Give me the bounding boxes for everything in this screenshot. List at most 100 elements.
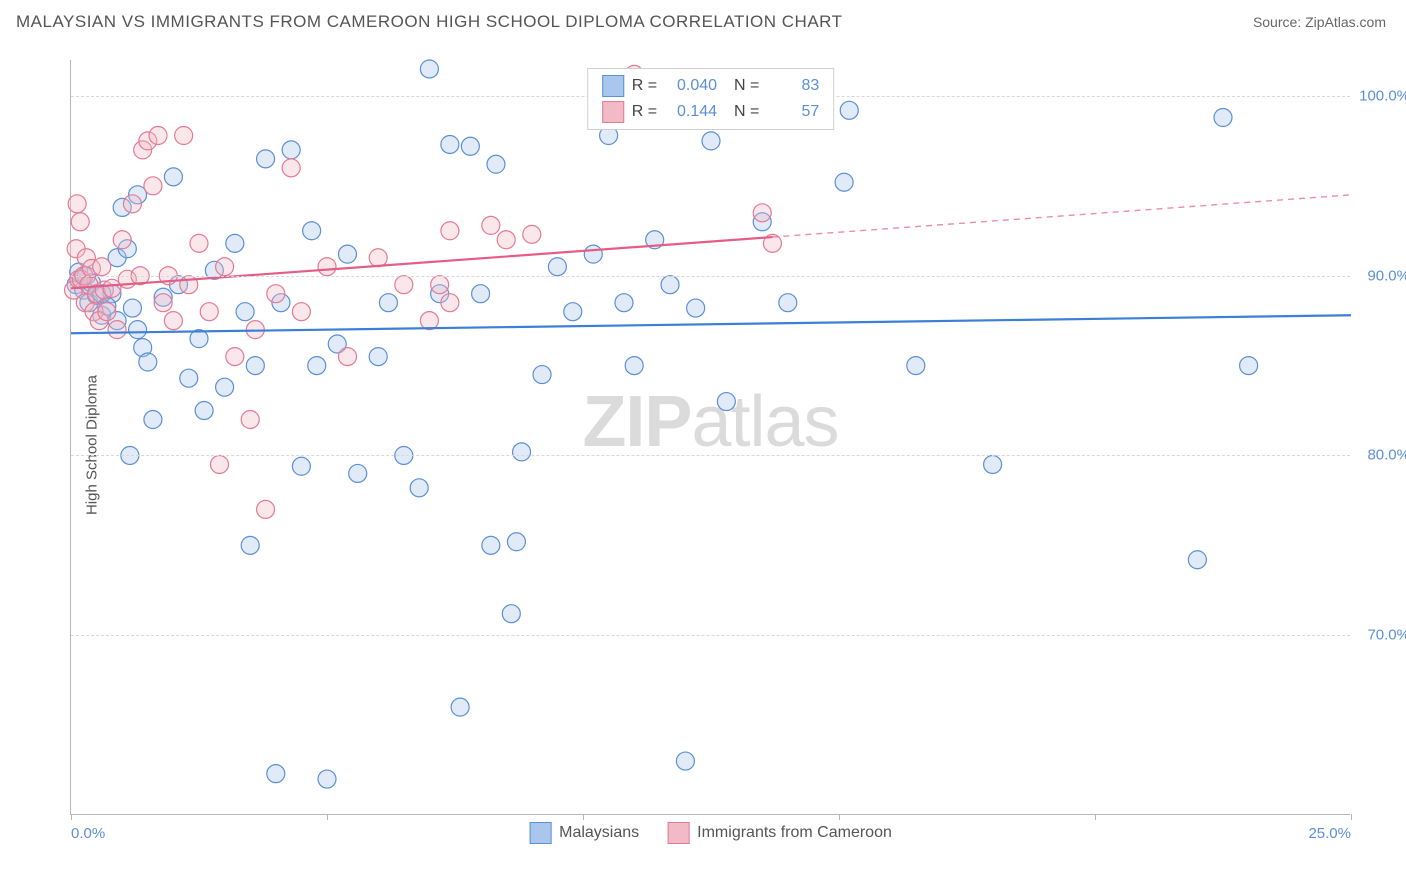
source-attribution: Source: ZipAtlas.com [1253, 14, 1386, 30]
scatter-point [164, 312, 182, 330]
scatter-point [282, 159, 300, 177]
scatter-point [441, 222, 459, 240]
scatter-point [318, 770, 336, 788]
scatter-point [241, 536, 259, 554]
scatter-point [123, 299, 141, 317]
scatter-point [226, 234, 244, 252]
scatter-point [482, 536, 500, 554]
chart-container: High School Diploma ZIPatlas R = 0.040 N… [50, 52, 1390, 837]
legend-swatch-series1 [529, 822, 551, 844]
scatter-point [687, 299, 705, 317]
x-tick [71, 814, 72, 820]
scatter-point [779, 294, 797, 312]
swatch-series2 [602, 101, 624, 123]
scatter-point [420, 312, 438, 330]
series-legend: Malaysians Immigrants from Cameroon [529, 822, 892, 844]
scatter-point [246, 357, 264, 375]
scatter-point [1240, 357, 1258, 375]
y-tick-label: 90.0% [1367, 267, 1406, 284]
scatter-point [292, 457, 310, 475]
scatter-point [175, 127, 193, 145]
scatter-point [533, 366, 551, 384]
scatter-point [753, 204, 771, 222]
scatter-point [548, 258, 566, 276]
scatter-point [139, 353, 157, 371]
scatter-point [216, 258, 234, 276]
scatter-point [241, 411, 259, 429]
scatter-point [257, 500, 275, 518]
scatter-point [420, 60, 438, 78]
stats-row-series1: R = 0.040 N = 83 [602, 73, 820, 99]
scatter-point [507, 533, 525, 551]
x-tick [583, 814, 584, 820]
legend-item-series1: Malaysians [529, 822, 639, 844]
x-tick-label: 0.0% [71, 825, 105, 842]
scatter-point [190, 234, 208, 252]
scatter-point [338, 245, 356, 263]
r-value-series2: 0.144 [665, 103, 717, 121]
y-tick-label: 70.0% [1367, 627, 1406, 644]
y-tick-label: 80.0% [1367, 447, 1406, 464]
scatter-point [502, 605, 520, 623]
n-value-series1: 83 [767, 77, 819, 95]
legend-item-series2: Immigrants from Cameroon [667, 822, 892, 844]
scatter-point [113, 231, 131, 249]
scatter-point [487, 155, 505, 173]
scatter-point [267, 285, 285, 303]
scatter-point [441, 135, 459, 153]
scatter-point [308, 357, 326, 375]
scatter-point [676, 752, 694, 770]
x-tick [839, 814, 840, 820]
scatter-point [584, 245, 602, 263]
scatter-point [180, 369, 198, 387]
scatter-point [282, 141, 300, 159]
scatter-point [149, 127, 167, 145]
scatter-point [984, 455, 1002, 473]
scatter-point [338, 348, 356, 366]
scatter-point [123, 195, 141, 213]
scatter-point [379, 294, 397, 312]
plot-area: ZIPatlas R = 0.040 N = 83 R = 0.144 N = … [70, 60, 1350, 815]
scatter-point [497, 231, 515, 249]
x-tick-label: 25.0% [1308, 825, 1351, 842]
scatter-point [907, 357, 925, 375]
scatter-point [303, 222, 321, 240]
scatter-point [200, 303, 218, 321]
x-tick [327, 814, 328, 820]
stats-row-series2: R = 0.144 N = 57 [602, 99, 820, 125]
scatter-point [93, 258, 111, 276]
scatter-point [472, 285, 490, 303]
scatter-point [129, 321, 147, 339]
scatter-point [1214, 109, 1232, 127]
scatter-point [318, 258, 336, 276]
scatter-point [195, 402, 213, 420]
scatter-point [369, 249, 387, 267]
scatter-plot-svg [71, 60, 1350, 814]
scatter-point [702, 132, 720, 150]
r-value-series1: 0.040 [665, 77, 717, 95]
scatter-point [513, 443, 531, 461]
scatter-point [840, 101, 858, 119]
scatter-point [236, 303, 254, 321]
scatter-point [410, 479, 428, 497]
scatter-point [349, 464, 367, 482]
scatter-point [144, 411, 162, 429]
scatter-point [564, 303, 582, 321]
scatter-point [226, 348, 244, 366]
scatter-point [257, 150, 275, 168]
scatter-point [835, 173, 853, 191]
scatter-point [216, 378, 234, 396]
scatter-point [451, 698, 469, 716]
gridline [71, 455, 1350, 456]
scatter-point [98, 303, 116, 321]
n-value-series2: 57 [767, 103, 819, 121]
scatter-point [267, 765, 285, 783]
scatter-point [661, 276, 679, 294]
x-tick [1351, 814, 1352, 820]
gridline [71, 276, 1350, 277]
scatter-point [1188, 551, 1206, 569]
scatter-point [108, 321, 126, 339]
y-tick-label: 100.0% [1359, 87, 1406, 104]
scatter-point [395, 276, 413, 294]
stats-legend: R = 0.040 N = 83 R = 0.144 N = 57 [587, 68, 835, 130]
